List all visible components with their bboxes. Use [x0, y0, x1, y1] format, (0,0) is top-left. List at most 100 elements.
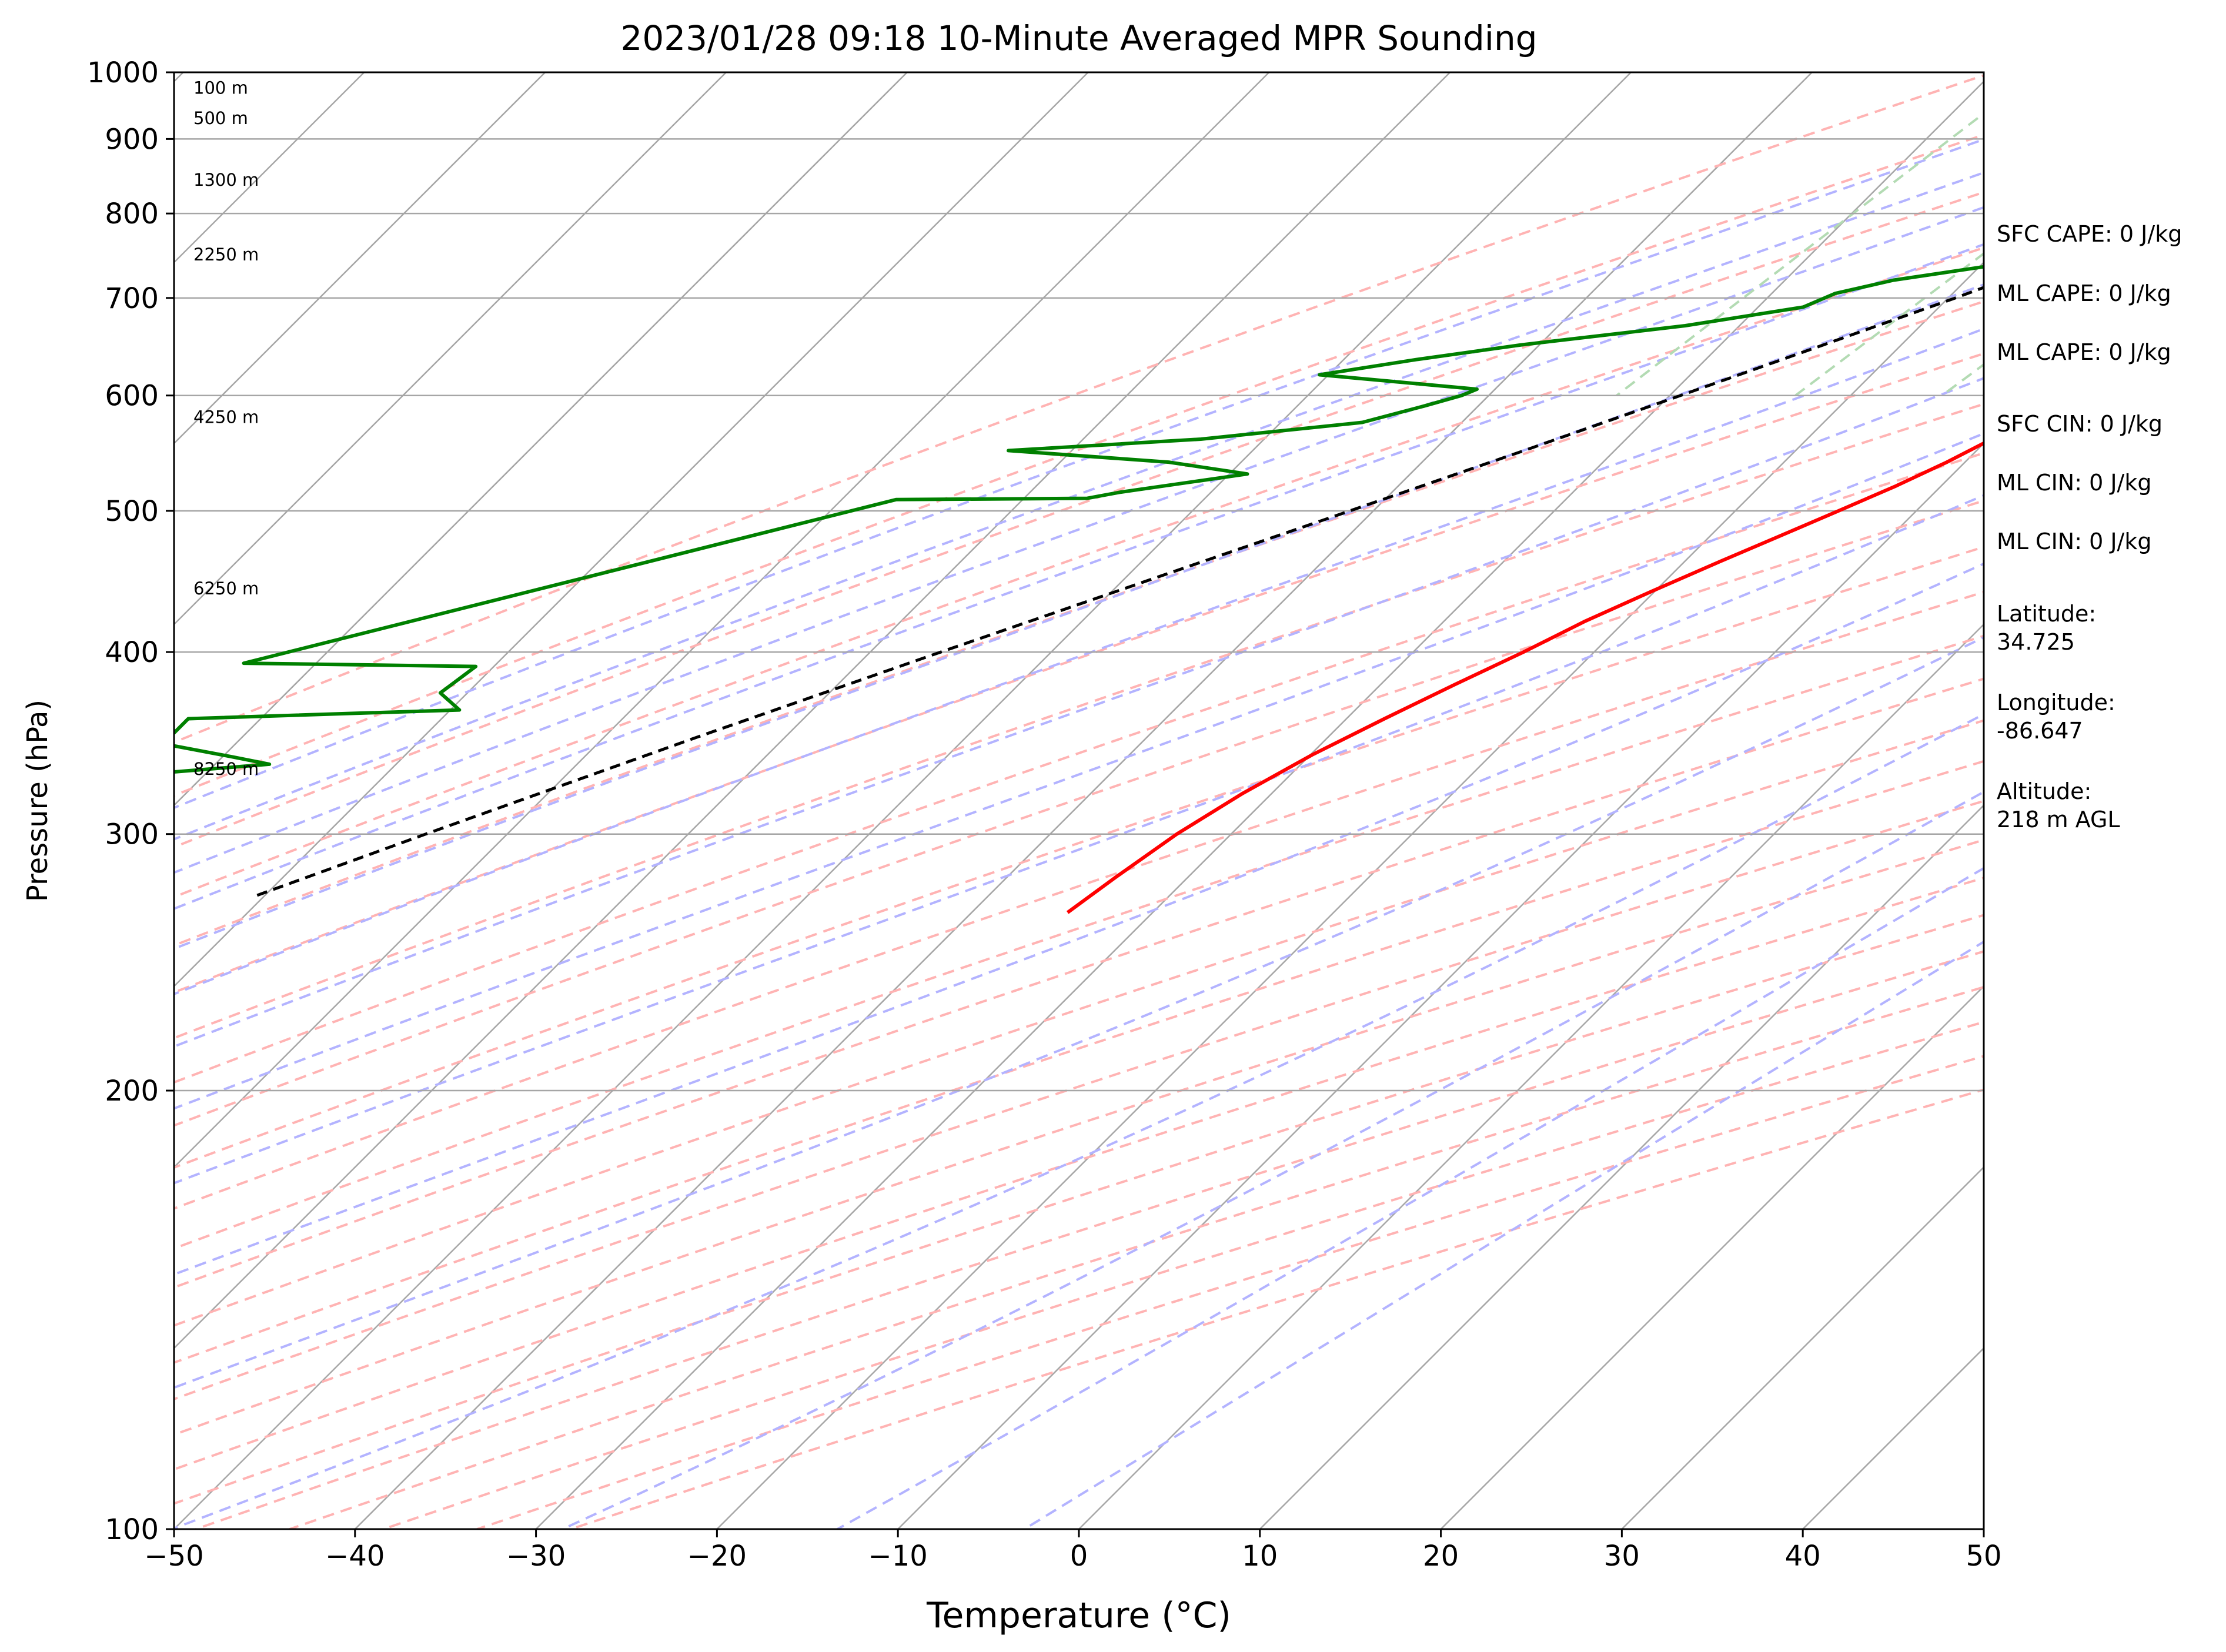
isotherm-line: [1259, 804, 1984, 1529]
dry-adiabat-line: [174, 74, 1984, 744]
y-axis: 1000 900 800 700 600 500 400 300 200 100: [87, 56, 174, 1546]
height-label: 4250 m: [193, 407, 259, 427]
isotherm-line: [174, 72, 1270, 1169]
y-tick-label: 400: [105, 636, 159, 669]
dry-adiabat-line: [195, 950, 1984, 1529]
moist-adiabat-line: [174, 713, 1984, 1529]
isotherm-line: [174, 72, 546, 444]
x-tick-label: −50: [144, 1540, 203, 1573]
y-tick-label: 700: [105, 282, 159, 315]
dry-adiabat-line: [174, 677, 1984, 1289]
dry-adiabat-line: [174, 546, 1984, 1169]
y-axis-label: Pressure (hPa): [21, 700, 54, 902]
height-labels: 8250 m 6250 m 4250 m 2250 m 1300 m 500 m 100 m: [193, 78, 259, 779]
height-label: 8250 m: [193, 759, 259, 779]
sfc-cape-text: SFC CAPE: 0 J/kg: [1997, 221, 2182, 247]
x-tick-label: −30: [506, 1540, 566, 1573]
dry-adiabat-line: [174, 719, 1984, 1327]
dry-adiabat-line: [174, 838, 1984, 1436]
x-tick-label: 20: [1423, 1540, 1459, 1573]
chart-title: 2023/01/28 09:18 10-Minute Averaged MPR …: [620, 18, 1537, 58]
dry-adiabat-line: [383, 1021, 1984, 1529]
moist-adiabat-line: [837, 867, 1984, 1529]
y-tick-label: 100: [105, 1513, 159, 1546]
x-tick-label: 0: [1070, 1540, 1088, 1573]
isotherm-line: [174, 72, 1451, 1349]
x-axis-label: Temperature (°C): [926, 1595, 1231, 1636]
isotherm-line: [1621, 1166, 1984, 1529]
x-tick-label: 50: [1966, 1540, 2001, 1573]
y-tick-label: 500: [105, 495, 159, 528]
moist-adiabat-line: [174, 138, 1984, 810]
dry-adiabat-line: [174, 800, 1984, 1400]
ml-cin-text: ML CIN: 0 J/kg: [1997, 470, 2152, 496]
isotherm-line: [716, 261, 1984, 1529]
moist-adiabat-line: [174, 283, 1984, 950]
dry-adiabat-line: [174, 190, 1984, 849]
dry-adiabat-line: [570, 1088, 1984, 1529]
dry-adiabat-line: [174, 452, 1984, 1084]
latitude-text: Latitude: 34.725: [1997, 601, 2097, 655]
y-tick-label: 300: [105, 818, 159, 851]
dry-adiabat-line: [174, 634, 1984, 1250]
isotherm-line: [174, 72, 1632, 1529]
dry-adiabat-line: [174, 352, 1984, 994]
altitude-text: Altitude: 218 m AGL: [1997, 778, 2120, 832]
dry-adiabat-line: [174, 403, 1984, 1039]
y-tick-label: 200: [105, 1075, 159, 1108]
isotherm-line: [174, 72, 1089, 988]
height-label: 1300 m: [193, 170, 259, 190]
dry-adiabat-line: [174, 590, 1984, 1210]
longitude-text: Longitude: -86.647: [1997, 690, 2115, 744]
isotherm-line: [535, 80, 1984, 1529]
moist-adiabat-line: [174, 171, 1984, 841]
x-tick-label: −20: [687, 1540, 747, 1573]
x-tick-label: 30: [1604, 1540, 1640, 1573]
isotherm-line: [897, 442, 1984, 1529]
dry-adiabat-line: [174, 246, 1984, 898]
ml-cin-text-2: ML CIN: 0 J/kg: [1997, 529, 2152, 554]
isotherm-line: [0, 72, 2, 1529]
moist-adiabat-line: [174, 562, 1984, 1276]
moist-adiabat-line: [561, 790, 1984, 1529]
height-label: 500 m: [193, 108, 248, 128]
plot-frame: [173, 71, 1985, 1530]
sfc-cin-text: SFC CIN: 0 J/kg: [1997, 411, 2163, 437]
x-tick-label: −40: [325, 1540, 385, 1573]
dry-adiabat-line: [174, 760, 1984, 1364]
x-tick-label: 40: [1785, 1540, 1821, 1573]
dry-adiabat-line: [174, 300, 1984, 947]
moist-adiabat-line: [174, 206, 1984, 874]
x-tick-label: 10: [1242, 1540, 1278, 1573]
y-tick-label: 800: [105, 198, 159, 230]
dewpoint-line: [174, 265, 1984, 774]
moist-adiabat-line: [174, 327, 1984, 995]
moist-adiabat-line: [174, 636, 1984, 1389]
isotherm-line: [174, 72, 727, 626]
isotherm-line: [1440, 985, 1984, 1529]
moist-adiabat-line: [174, 377, 1984, 1048]
height-label: 6250 m: [193, 578, 259, 598]
background-lines: [0, 72, 1984, 1529]
dry-adiabat-line: [174, 499, 1984, 1127]
dry-adiabat-line: [174, 133, 1984, 797]
y-tick-label: 1000: [87, 56, 159, 89]
isotherm-line: [174, 72, 908, 807]
height-label: 2250 m: [193, 245, 259, 265]
height-label: 100 m: [193, 78, 248, 98]
moist-adiabat-line: [174, 243, 1984, 910]
moist-adiabat-line: [174, 432, 1984, 1110]
series-lines: [174, 265, 1984, 914]
y-tick-label: 900: [105, 123, 159, 156]
mixing-ratio-line: [1616, 112, 1984, 397]
ml-cape-text-2: ML CAPE: 0 J/kg: [1997, 339, 2171, 365]
parcel-path-line: [255, 286, 1984, 898]
x-axis: −50 −40 −30 −20 −10 0 10 20 30 40 50: [144, 1529, 2002, 1573]
isotherm-line: [1078, 623, 1984, 1529]
x-tick-label: −10: [868, 1540, 928, 1573]
ml-cape-text: ML CAPE: 0 J/kg: [1997, 280, 2171, 306]
temperature-line: [1066, 441, 1984, 914]
isobars: [174, 72, 1984, 1529]
moist-adiabat-line: [174, 494, 1984, 1185]
